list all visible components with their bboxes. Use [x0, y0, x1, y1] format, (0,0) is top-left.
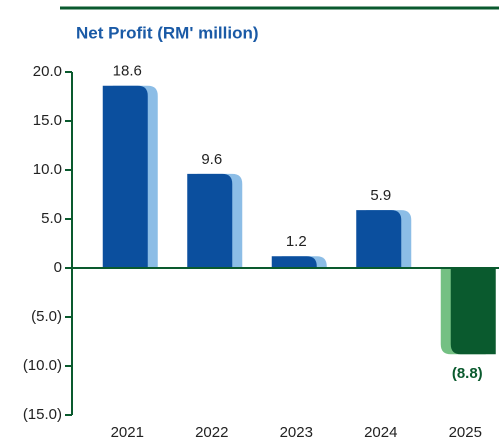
value-label: 5.9	[370, 187, 391, 204]
x-tick-label: 2023	[280, 424, 313, 441]
y-tick-label: (10.0)	[23, 357, 62, 374]
value-label: 1.2	[286, 233, 307, 250]
bar	[356, 210, 402, 268]
bar	[187, 173, 233, 268]
y-tick-label: 20.0	[33, 63, 62, 80]
bar	[102, 85, 148, 268]
value-label: 18.6	[113, 63, 142, 80]
bar	[271, 256, 317, 268]
x-tick-label: 2025	[449, 424, 482, 441]
chart-title: Net Profit (RM' million)	[76, 23, 259, 42]
y-tick-label: (15.0)	[23, 406, 62, 423]
y-tick-label: 5.0	[41, 210, 62, 227]
bar	[450, 268, 496, 355]
y-tick-label: 0	[54, 259, 62, 276]
value-label: (8.8)	[452, 365, 483, 382]
y-tick-label: (5.0)	[31, 308, 62, 325]
x-tick-label: 2021	[111, 424, 144, 441]
x-tick-label: 2022	[195, 424, 228, 441]
x-tick-label: 2024	[364, 424, 397, 441]
value-label: 9.6	[201, 151, 222, 168]
y-tick-label: 10.0	[33, 161, 62, 178]
y-tick-label: 15.0	[33, 112, 62, 129]
